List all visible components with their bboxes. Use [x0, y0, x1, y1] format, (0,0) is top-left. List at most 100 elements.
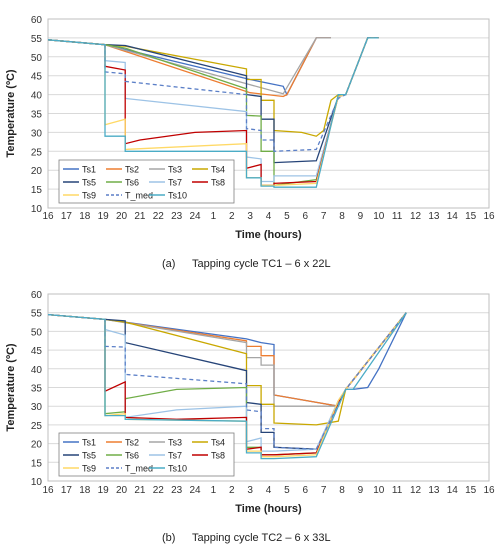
- x-tick-label: 21: [134, 211, 146, 222]
- x-tick-label: 2: [229, 211, 235, 222]
- legend-label: Ts1: [82, 438, 96, 448]
- x-tick-label: 8: [339, 485, 345, 496]
- y-tick-label: 30: [31, 128, 43, 139]
- x-tick-label: 13: [428, 211, 440, 222]
- y-tick-label: 50: [31, 327, 43, 338]
- series-line-ts1: [48, 312, 407, 407]
- y-tick-label: 30: [31, 402, 43, 413]
- y-tick-label: 10: [31, 477, 43, 488]
- x-tick-label: 16: [483, 211, 495, 222]
- legend-label: Ts3: [168, 165, 182, 175]
- legend-label: T_med: [125, 191, 153, 201]
- series-group: [48, 37, 379, 188]
- y-tick-label: 45: [31, 72, 43, 83]
- x-tick-label: 14: [447, 211, 459, 222]
- legend-label: Ts5: [82, 451, 96, 461]
- x-tick-label: 22: [153, 211, 165, 222]
- legend: Ts1 Ts2 Ts3 Ts4 Ts5 Ts6 Ts7 Ts8 Ts9 T_med Ts10: [58, 432, 235, 477]
- series-line-ts2: [48, 312, 407, 407]
- x-tick-label: 24: [189, 211, 201, 222]
- x-tick-label: 1: [211, 485, 217, 496]
- y-tick-label: 55: [31, 309, 43, 320]
- legend-label: Ts10: [168, 191, 187, 201]
- y-tick-label: 55: [31, 34, 43, 45]
- x-axis-label: Time (hours): [235, 229, 302, 241]
- x-tick-label: 8: [339, 211, 345, 222]
- x-tick-label: 11: [392, 211, 403, 222]
- y-tick-label: 25: [31, 147, 43, 158]
- legend-label: Ts9: [82, 191, 96, 201]
- legend-label: Ts3: [168, 438, 182, 448]
- plot-area: [47, 293, 490, 482]
- x-tick-label: 9: [358, 211, 364, 222]
- x-tick-label: 22: [153, 485, 165, 496]
- x-tick-label: 12: [410, 211, 422, 222]
- x-tick-label: 7: [321, 211, 327, 222]
- x-tick-label: 18: [79, 211, 91, 222]
- y-tick-label: 40: [31, 365, 43, 376]
- x-tick-label: 4: [266, 485, 272, 496]
- y-tick-label: 50: [31, 53, 43, 64]
- x-tick-label: 3: [247, 485, 253, 496]
- x-tick-label: 24: [189, 485, 201, 496]
- x-tick-label: 15: [465, 211, 477, 222]
- x-tick-label: 6: [302, 211, 308, 222]
- series-line-ts2: [48, 37, 331, 98]
- y-tick-label: 45: [31, 346, 43, 357]
- x-tick-label: 12: [410, 485, 422, 496]
- x-tick-label: 1: [211, 211, 217, 222]
- x-tick-label: 23: [171, 211, 183, 222]
- x-tick-label: 10: [373, 211, 385, 222]
- legend-label: Ts6: [125, 178, 139, 188]
- x-tick-label: 21: [134, 485, 146, 496]
- legend-label: Ts4: [211, 438, 225, 448]
- x-tick-label: 6: [302, 485, 308, 496]
- y-axis-label: Temperature (ºC): [5, 343, 17, 431]
- legend-label: Ts7: [168, 178, 182, 188]
- legend-label: Ts10: [168, 464, 187, 474]
- y-tick-label: 10: [31, 204, 43, 215]
- series-line-ts3: [48, 312, 407, 407]
- x-tick-label: 16: [42, 485, 54, 496]
- x-tick-label: 3: [247, 211, 253, 222]
- y-tick-label: 35: [31, 110, 43, 121]
- y-tick-label: 60: [31, 15, 43, 26]
- plot-area: [47, 18, 490, 209]
- y-tick-label: 35: [31, 384, 43, 395]
- x-tick-label: 4: [266, 211, 272, 222]
- y-axis-label: Temperature (ºC): [5, 69, 17, 157]
- legend-label: Ts2: [125, 165, 139, 175]
- y-tick-label: 15: [31, 458, 43, 469]
- y-tick-label: 25: [31, 421, 43, 432]
- legend-label: Ts2: [125, 438, 139, 448]
- x-tick-label: 2: [229, 485, 235, 496]
- x-tick-label: 9: [358, 485, 364, 496]
- legend-label: Ts1: [82, 165, 96, 175]
- y-tick-label: 40: [31, 91, 43, 102]
- series-line-ts1: [48, 37, 331, 97]
- series-line-ts3: [48, 37, 331, 95]
- chart-caption: Tapping cycle TC1 – 6 x 22L: [192, 258, 331, 270]
- x-tick-label: 19: [98, 211, 110, 222]
- x-tick-label: 10: [373, 485, 385, 496]
- x-tick-label: 20: [116, 485, 128, 496]
- x-tick-label: 19: [98, 485, 110, 496]
- series-group: [48, 312, 407, 460]
- legend-label: Ts9: [82, 464, 96, 474]
- y-tick-label: 20: [31, 166, 43, 177]
- x-tick-label: 17: [61, 211, 73, 222]
- series-line-ts10: [48, 312, 407, 460]
- x-axis-label: Time (hours): [235, 503, 302, 515]
- x-tick-label: 7: [321, 485, 327, 496]
- legend-label: Ts7: [168, 451, 182, 461]
- legend-label: Ts8: [211, 451, 225, 461]
- series-line-t-med: [48, 312, 407, 450]
- x-tick-label: 16: [42, 211, 54, 222]
- chart-caption: Tapping cycle TC2 – 6 x 33L: [192, 532, 331, 544]
- x-tick-label: 11: [392, 485, 403, 496]
- x-tick-label: 13: [428, 485, 440, 496]
- caption-letter: (a): [162, 258, 175, 270]
